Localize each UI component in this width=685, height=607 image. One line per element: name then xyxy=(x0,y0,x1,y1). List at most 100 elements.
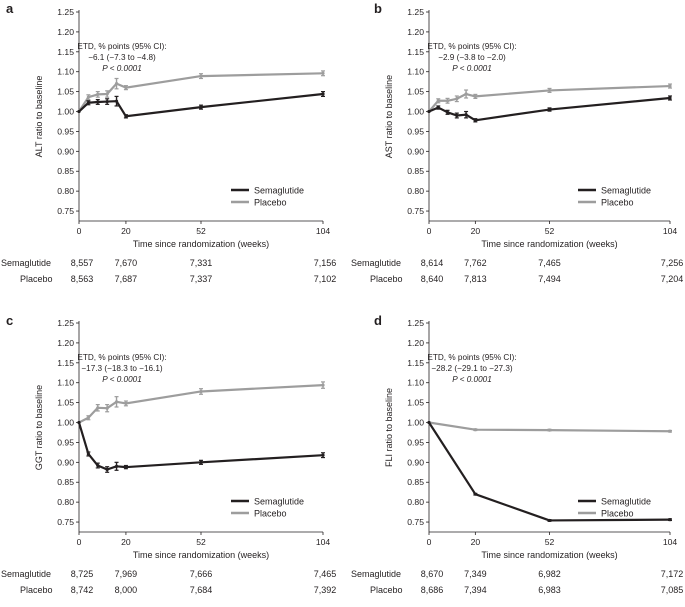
x-tick-label: 104 xyxy=(663,537,678,547)
n-at-risk-value: 7,670 xyxy=(115,258,138,268)
legend-label-semaglutide: Semaglutide xyxy=(254,497,304,507)
n-at-risk-value: 8,563 xyxy=(71,274,94,284)
data-point xyxy=(114,82,119,86)
data-point xyxy=(105,406,109,410)
x-tick-label: 0 xyxy=(77,226,82,236)
data-point xyxy=(668,518,672,522)
y-tick-label: 0.80 xyxy=(57,497,74,507)
x-tick-label: 20 xyxy=(471,537,481,547)
data-point xyxy=(668,84,672,88)
data-point xyxy=(105,92,109,96)
panel-letter: a xyxy=(6,1,14,16)
y-tick-label: 1.00 xyxy=(407,107,424,117)
data-point xyxy=(199,460,203,464)
n-at-risk-value: 7,465 xyxy=(314,569,337,579)
y-tick-label: 1.20 xyxy=(57,27,74,37)
data-point xyxy=(668,429,672,433)
y-tick-label: 1.25 xyxy=(57,318,74,328)
n-at-risk-row-label: Semaglutide xyxy=(1,569,51,579)
n-at-risk-value: 7,394 xyxy=(464,585,487,595)
y-axis-label: AST ratio to baseline xyxy=(384,75,394,158)
y-tick-label: 0.80 xyxy=(57,186,74,196)
n-at-risk-value: 7,684 xyxy=(190,585,213,595)
y-tick-label: 0.95 xyxy=(407,126,424,136)
etd-value: −2.9 (−3.8 to −2.0) xyxy=(438,53,506,62)
data-point xyxy=(124,86,128,90)
data-point xyxy=(321,453,325,457)
y-tick-label: 1.10 xyxy=(407,67,424,77)
legend-label-placebo: Placebo xyxy=(254,509,287,519)
y-tick-label: 0.90 xyxy=(407,146,424,156)
n-at-risk-value: 7,349 xyxy=(464,569,487,579)
panel-b: b 0.75 0.80 0.85 0.90 0.95 1.00 1.05 1.10 1.15 1.2… xyxy=(351,1,683,284)
data-point xyxy=(105,99,109,104)
x-tick-label: 52 xyxy=(545,537,555,547)
y-tick-label: 1.00 xyxy=(57,107,74,117)
data-point xyxy=(473,428,477,432)
data-point xyxy=(668,96,672,100)
y-tick-label: 1.10 xyxy=(407,378,424,388)
panel-letter: b xyxy=(374,1,382,16)
n-at-risk-row-label: Placebo xyxy=(370,585,403,595)
y-tick-label: 0.85 xyxy=(407,477,424,487)
etd-p-value: P < 0.0001 xyxy=(102,64,142,73)
n-at-risk-value: 8,670 xyxy=(421,569,444,579)
y-tick-label: 0.75 xyxy=(57,517,74,527)
n-at-risk-value: 7,102 xyxy=(314,274,337,284)
data-point xyxy=(427,109,431,114)
n-at-risk-value: 7,687 xyxy=(115,274,138,284)
data-point xyxy=(124,114,128,118)
y-tick-label: 0.85 xyxy=(57,477,74,487)
x-tick-label: 104 xyxy=(663,226,678,236)
y-tick-label: 1.25 xyxy=(407,7,424,17)
x-tick-label: 104 xyxy=(316,226,331,236)
n-at-risk-value: 8,000 xyxy=(115,585,138,595)
y-tick-label: 1.20 xyxy=(407,27,424,37)
data-point xyxy=(464,113,468,117)
etd-value: −17.3 (−18.3 to −16.1) xyxy=(81,364,163,373)
panel-a: a 0.75 0.80 0.85 0.90 0.95 1.00 1.05 1.10 1.15 1.2… xyxy=(1,1,336,284)
data-point xyxy=(436,99,440,103)
n-at-risk-value: 7,331 xyxy=(190,258,213,268)
data-point xyxy=(436,105,440,110)
x-tick-label: 20 xyxy=(121,226,131,236)
data-point xyxy=(547,107,552,112)
etd-heading: ETD, % points (95% CI): xyxy=(427,42,516,51)
data-point xyxy=(124,465,128,469)
y-tick-label: 0.95 xyxy=(57,126,74,136)
data-point xyxy=(199,389,203,394)
n-at-risk-value: 7,256 xyxy=(661,258,684,268)
n-at-risk-row-label: Semaglutide xyxy=(1,258,51,268)
y-tick-label: 1.10 xyxy=(57,378,74,388)
etd-p-value: P < 0.0001 xyxy=(102,375,142,384)
x-axis-label: Time since randomization (weeks) xyxy=(133,239,269,249)
y-tick-label: 0.80 xyxy=(407,497,424,507)
n-at-risk-row-label: Placebo xyxy=(20,274,53,284)
legend-label-semaglutide: Semaglutide xyxy=(254,186,304,196)
data-point xyxy=(473,492,477,496)
n-at-risk-value: 6,982 xyxy=(538,569,561,579)
x-axis-label: Time since randomization (weeks) xyxy=(481,239,617,249)
series-line-placebo xyxy=(78,72,324,113)
data-point xyxy=(96,463,100,468)
n-at-risk-value: 7,969 xyxy=(115,569,138,579)
legend-label-placebo: Placebo xyxy=(254,198,287,208)
data-point xyxy=(473,118,477,122)
y-tick-label: 0.75 xyxy=(57,206,74,216)
data-point xyxy=(114,464,119,468)
n-at-risk-value: 8,557 xyxy=(71,258,94,268)
x-axis-label: Time since randomization (weeks) xyxy=(481,550,617,560)
y-tick-label: 1.05 xyxy=(407,87,424,97)
etd-heading: ETD, % points (95% CI): xyxy=(427,353,516,362)
y-tick-label: 1.15 xyxy=(407,358,424,368)
data-point xyxy=(96,100,100,104)
series-line-placebo xyxy=(428,421,671,433)
data-point xyxy=(547,518,552,523)
data-point xyxy=(321,92,325,96)
n-at-risk-value: 7,494 xyxy=(538,274,561,284)
n-at-risk-value: 7,337 xyxy=(190,274,213,284)
y-tick-label: 1.20 xyxy=(57,338,74,348)
x-tick-label: 20 xyxy=(121,537,131,547)
